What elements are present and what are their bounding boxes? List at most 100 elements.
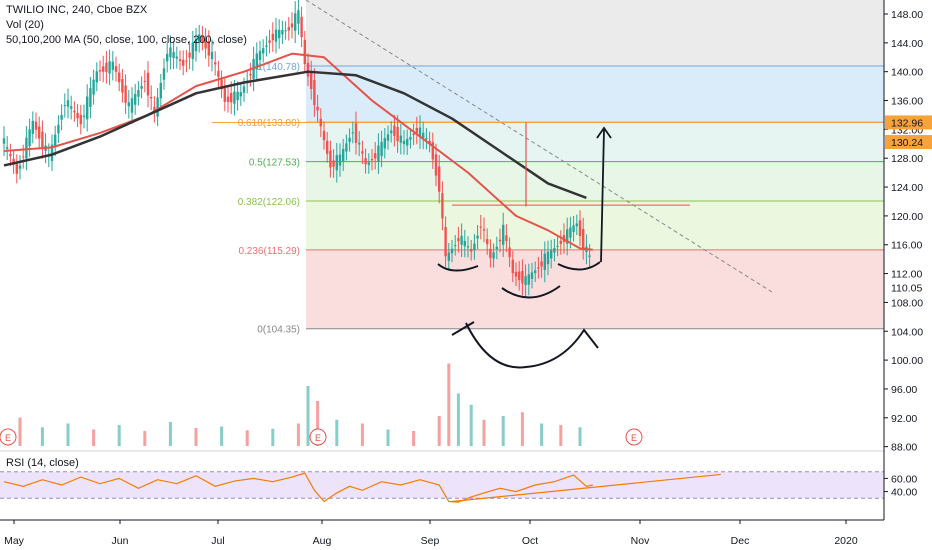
candle-body bbox=[386, 134, 390, 141]
candle-body bbox=[322, 131, 326, 141]
candle-body bbox=[367, 162, 370, 165]
candle-body bbox=[130, 98, 134, 113]
time-tick-label: Sep bbox=[421, 535, 440, 547]
candle-body bbox=[18, 165, 22, 169]
volume-legend[interactable]: Vol (20) bbox=[6, 19, 44, 31]
price-axis[interactable]: 88.00 92.00 96.00 100.00 104.00 108.00 112.00 1… bbox=[883, 0, 932, 520]
fibonacci-retracement[interactable]: 1(140.78) 0.618(133.00) 0.5(127.53) 0.382(1… bbox=[212, 62, 884, 336]
volume-bar bbox=[92, 429, 96, 446]
candle-body bbox=[290, 23, 294, 28]
candle-body bbox=[306, 62, 310, 77]
candle-body bbox=[582, 228, 585, 249]
user-drawings[interactable] bbox=[305, 0, 773, 369]
fib-zone bbox=[306, 249, 884, 329]
rsi-band bbox=[0, 471, 884, 499]
volume-bar bbox=[578, 427, 582, 446]
left-shoulder-arc bbox=[437, 263, 479, 272]
candle-body bbox=[338, 154, 342, 166]
candle-body bbox=[108, 61, 111, 74]
candle-body bbox=[34, 121, 38, 130]
candle-body bbox=[134, 94, 137, 105]
candle-body bbox=[390, 130, 393, 134]
candle-body bbox=[281, 30, 284, 35]
candle-body bbox=[188, 52, 191, 58]
moving-averages bbox=[3, 52, 593, 251]
candle-body bbox=[162, 68, 166, 80]
candle-body bbox=[342, 148, 345, 161]
candle-body bbox=[406, 138, 409, 146]
candle-body bbox=[73, 110, 76, 113]
fib-level-label: 0.618(133.00) bbox=[238, 118, 300, 129]
candle-body bbox=[351, 132, 354, 134]
price-tag bbox=[885, 135, 932, 150]
volume-bar bbox=[168, 422, 172, 446]
candle-body bbox=[143, 80, 146, 82]
candle-body bbox=[159, 82, 162, 99]
candle-body bbox=[172, 52, 175, 58]
candle-body bbox=[274, 29, 278, 42]
volume-bar bbox=[143, 431, 147, 446]
candle-body bbox=[178, 59, 182, 62]
candle-body bbox=[220, 79, 223, 90]
volume-bar bbox=[296, 423, 300, 446]
candle-body bbox=[25, 137, 28, 159]
fib-zone bbox=[306, 201, 884, 250]
price-tag-label: 110.05 bbox=[891, 283, 922, 295]
time-tick-label: 2020 bbox=[834, 535, 858, 547]
candle-body bbox=[553, 247, 556, 253]
candle-body bbox=[255, 53, 258, 70]
fib-zone bbox=[306, 122, 884, 162]
ma-legend[interactable]: 50,100,200 MA (50, close, 100, close, 20… bbox=[6, 34, 247, 46]
candle-body bbox=[393, 125, 396, 136]
candle-body bbox=[537, 267, 540, 269]
candle-body bbox=[495, 246, 498, 250]
earnings-marker bbox=[0, 428, 17, 446]
price-tick-label: 92.00 bbox=[891, 413, 917, 425]
candle-body bbox=[127, 102, 130, 107]
candle-body bbox=[114, 66, 118, 72]
candle-body bbox=[550, 249, 553, 259]
volume-bar bbox=[18, 417, 22, 446]
rsi-tick-label: 40.00 bbox=[891, 487, 917, 499]
candle-body bbox=[137, 90, 140, 97]
candle-body bbox=[41, 131, 44, 148]
candle-body bbox=[345, 143, 348, 152]
candle-body bbox=[207, 41, 210, 56]
time-axis[interactable]: May Jun Jul Aug Sep Oct Nov Dec 2020 bbox=[0, 519, 884, 547]
volume-bar bbox=[316, 401, 320, 446]
candle-body bbox=[146, 72, 150, 96]
candle-body bbox=[588, 255, 591, 257]
candle-body bbox=[425, 138, 428, 140]
candle-body bbox=[82, 115, 86, 118]
price-tick-label: 88.00 bbox=[891, 442, 917, 454]
candle-body bbox=[201, 35, 204, 42]
candle-body bbox=[150, 97, 153, 99]
price-tick-label: 124.00 bbox=[891, 182, 923, 194]
candle-body bbox=[361, 151, 364, 154]
volume-bar bbox=[437, 416, 441, 446]
candle-body bbox=[169, 47, 172, 58]
candle-body bbox=[111, 61, 114, 70]
candle-body bbox=[566, 229, 569, 244]
candle-body bbox=[559, 240, 562, 245]
candle-body bbox=[489, 248, 492, 258]
candle-body bbox=[210, 51, 214, 60]
ma50-line bbox=[3, 52, 593, 251]
price-tick-label: 120.00 bbox=[891, 211, 923, 223]
candle-body bbox=[364, 158, 367, 165]
candle-body bbox=[70, 106, 73, 109]
candle-body bbox=[303, 39, 306, 65]
rsi-legend[interactable]: RSI (14, close) bbox=[6, 457, 79, 469]
candle-body bbox=[511, 259, 514, 274]
earnings-letter: E bbox=[315, 433, 321, 443]
candle-body bbox=[447, 252, 450, 261]
candle-body bbox=[380, 141, 383, 156]
candle-body bbox=[502, 224, 505, 245]
volume-bar bbox=[245, 430, 249, 446]
price-tag bbox=[885, 115, 932, 130]
symbol-legend[interactable]: TWILIO INC, 240, Cboe BZX bbox=[6, 4, 148, 16]
candle-body bbox=[354, 123, 358, 143]
volume-bar bbox=[360, 423, 364, 446]
